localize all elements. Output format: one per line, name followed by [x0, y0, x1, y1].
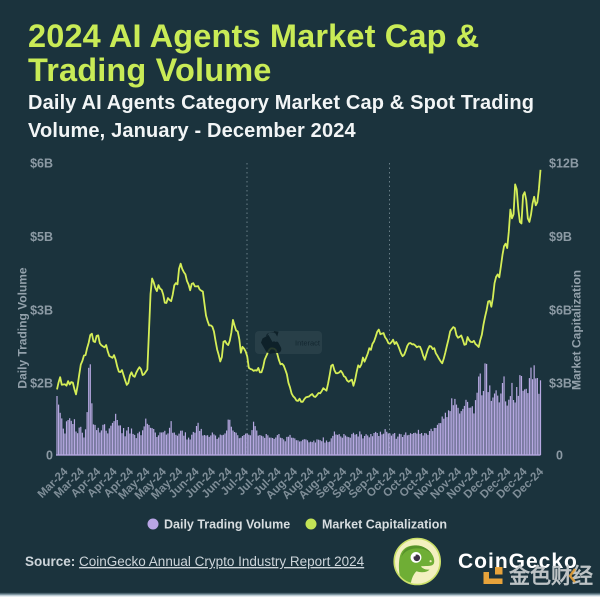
svg-text:Daily Trading Volume: Daily Trading Volume: [16, 267, 30, 388]
svg-text:Market Capitalization: Market Capitalization: [322, 518, 447, 532]
svg-text:金色财经: 金色财经: [508, 564, 593, 588]
svg-text:$3B: $3B: [549, 377, 572, 391]
svg-text:Interact: Interact: [295, 339, 321, 348]
svg-text:$2B: $2B: [30, 377, 53, 391]
svg-text:$12B: $12B: [549, 157, 579, 171]
svg-text:Daily Trading Volume: Daily Trading Volume: [164, 518, 290, 532]
svg-text:Source: CoinGecko Annual Crypt: Source: CoinGecko Annual Crypto Industry…: [25, 554, 365, 569]
svg-text:CoinGecko: CoinGecko: [458, 550, 578, 573]
svg-text:0: 0: [46, 449, 53, 463]
svg-text:$3B: $3B: [30, 304, 53, 318]
svg-text:$5B: $5B: [30, 230, 53, 244]
svg-text:0: 0: [556, 449, 563, 463]
svg-text:Market Capitalization: Market Capitalization: [570, 270, 584, 390]
svg-text:$9B: $9B: [549, 230, 572, 244]
svg-text:$6B: $6B: [549, 304, 572, 318]
svg-text:$6B: $6B: [30, 157, 53, 171]
